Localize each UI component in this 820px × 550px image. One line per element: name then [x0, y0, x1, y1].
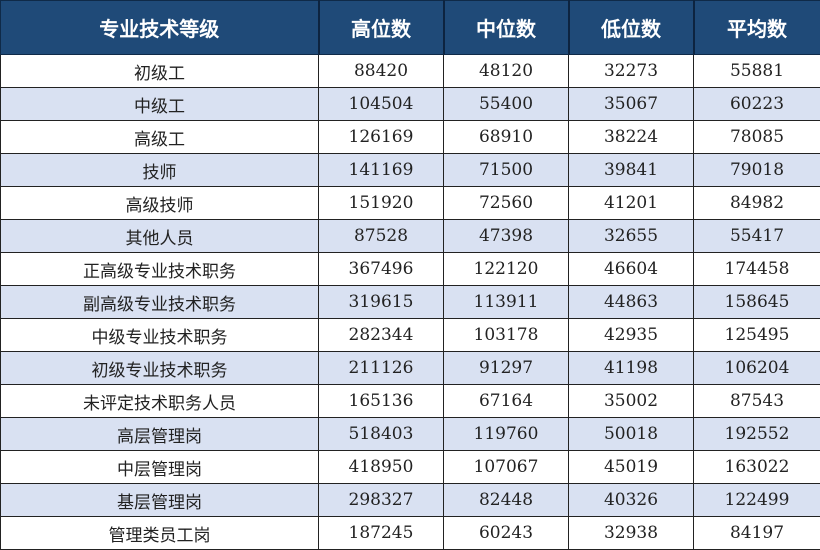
- level-cell: 技师: [1, 154, 319, 187]
- high-cell: 151920: [319, 187, 444, 220]
- low-cell: 45019: [569, 451, 694, 484]
- low-cell: 35002: [569, 385, 694, 418]
- low-cell: 35067: [569, 88, 694, 121]
- median-cell: 113911: [444, 286, 569, 319]
- average-cell: 55417: [694, 220, 820, 253]
- median-cell: 55400: [444, 88, 569, 121]
- level-cell: 管理类员工岗: [1, 517, 319, 550]
- high-cell: 367496: [319, 253, 444, 286]
- average-cell: 106204: [694, 352, 820, 385]
- average-cell: 84197: [694, 517, 820, 550]
- low-cell: 42935: [569, 319, 694, 352]
- average-cell: 87543: [694, 385, 820, 418]
- average-cell: 84982: [694, 187, 820, 220]
- high-cell: 211126: [319, 352, 444, 385]
- low-cell: 41201: [569, 187, 694, 220]
- level-cell: 基层管理岗: [1, 484, 319, 517]
- level-cell: 中层管理岗: [1, 451, 319, 484]
- header-high: 高位数: [319, 1, 444, 55]
- level-cell: 正高级专业技术职务: [1, 253, 319, 286]
- average-cell: 55881: [694, 55, 820, 88]
- median-cell: 48120: [444, 55, 569, 88]
- median-cell: 68910: [444, 121, 569, 154]
- low-cell: 32938: [569, 517, 694, 550]
- high-cell: 298327: [319, 484, 444, 517]
- average-cell: 174458: [694, 253, 820, 286]
- median-cell: 82448: [444, 484, 569, 517]
- header-median: 中位数: [444, 1, 569, 55]
- level-cell: 副高级专业技术职务: [1, 286, 319, 319]
- header-average: 平均数: [694, 1, 820, 55]
- high-cell: 88420: [319, 55, 444, 88]
- average-cell: 78085: [694, 121, 820, 154]
- level-cell: 未评定技术职务人员: [1, 385, 319, 418]
- median-cell: 60243: [444, 517, 569, 550]
- low-cell: 44863: [569, 286, 694, 319]
- header-low: 低位数: [569, 1, 694, 55]
- high-cell: 126169: [319, 121, 444, 154]
- average-cell: 192552: [694, 418, 820, 451]
- high-cell: 319615: [319, 286, 444, 319]
- level-cell: 初级工: [1, 55, 319, 88]
- header-row: 专业技术等级高位数中位数低位数平均数: [1, 1, 820, 55]
- average-cell: 79018: [694, 154, 820, 187]
- low-cell: 32273: [569, 55, 694, 88]
- level-cell: 中级工: [1, 88, 319, 121]
- high-cell: 282344: [319, 319, 444, 352]
- average-cell: 163022: [694, 451, 820, 484]
- average-cell: 158645: [694, 286, 820, 319]
- low-cell: 39841: [569, 154, 694, 187]
- level-cell: 高级技师: [1, 187, 319, 220]
- median-cell: 71500: [444, 154, 569, 187]
- level-cell: 其他人员: [1, 220, 319, 253]
- median-cell: 103178: [444, 319, 569, 352]
- high-cell: 187245: [319, 517, 444, 550]
- level-cell: 高层管理岗: [1, 418, 319, 451]
- high-cell: 165136: [319, 385, 444, 418]
- median-cell: 47398: [444, 220, 569, 253]
- level-cell: 高级工: [1, 121, 319, 154]
- low-cell: 46604: [569, 253, 694, 286]
- median-cell: 122120: [444, 253, 569, 286]
- level-cell: 中级专业技术职务: [1, 319, 319, 352]
- high-cell: 141169: [319, 154, 444, 187]
- level-cell: 初级专业技术职务: [1, 352, 319, 385]
- median-cell: 119760: [444, 418, 569, 451]
- median-cell: 91297: [444, 352, 569, 385]
- low-cell: 50018: [569, 418, 694, 451]
- average-cell: 60223: [694, 88, 820, 121]
- high-cell: 87528: [319, 220, 444, 253]
- low-cell: 38224: [569, 121, 694, 154]
- low-cell: 40326: [569, 484, 694, 517]
- median-cell: 67164: [444, 385, 569, 418]
- low-cell: 41198: [569, 352, 694, 385]
- high-cell: 518403: [319, 418, 444, 451]
- median-cell: 72560: [444, 187, 569, 220]
- high-cell: 104504: [319, 88, 444, 121]
- low-cell: 32655: [569, 220, 694, 253]
- header-level: 专业技术等级: [1, 1, 319, 55]
- average-cell: 122499: [694, 484, 820, 517]
- high-cell: 418950: [319, 451, 444, 484]
- average-cell: 125495: [694, 319, 820, 352]
- median-cell: 107067: [444, 451, 569, 484]
